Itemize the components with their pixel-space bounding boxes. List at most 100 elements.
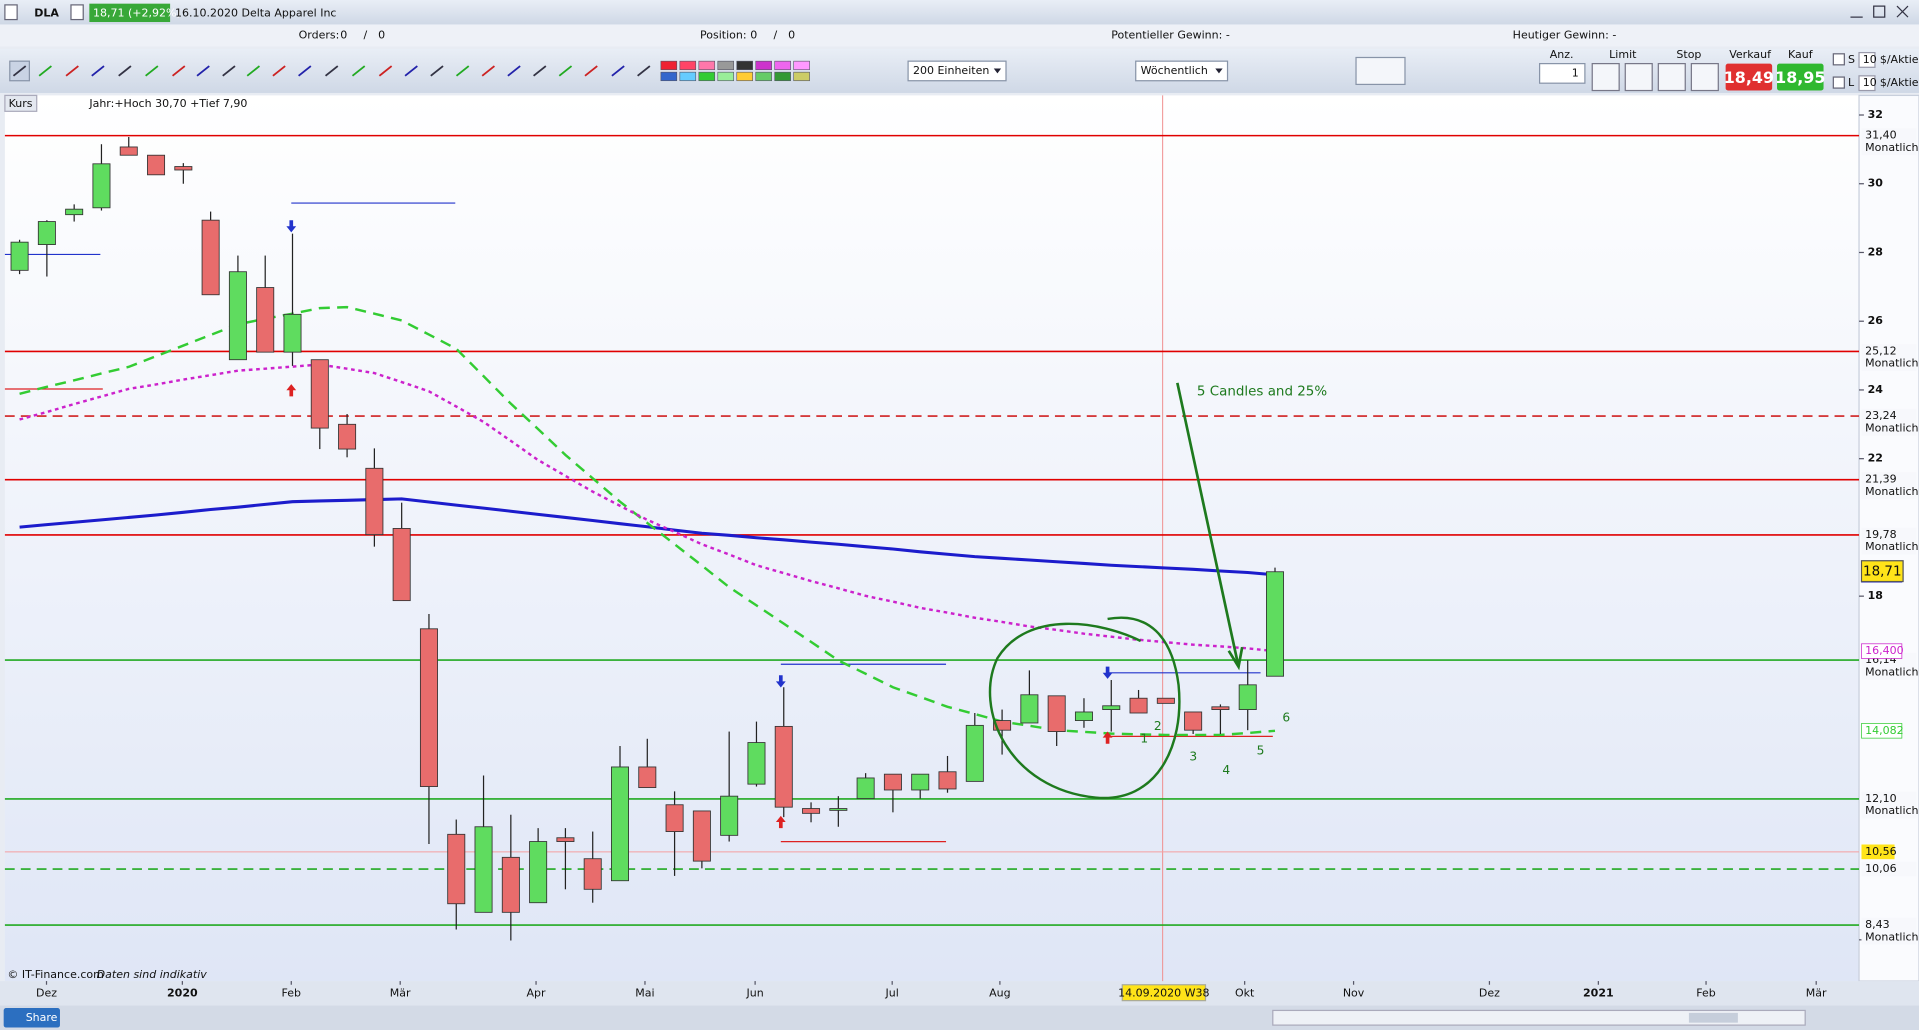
- y-tick-label: 28: [1868, 245, 1883, 258]
- color-swatch: [736, 71, 753, 82]
- candle-body: [392, 528, 411, 602]
- level-label: 23,24: [1865, 409, 1897, 422]
- tool-glyph: [38, 65, 52, 77]
- crosshair-y-label: 10,56: [1865, 845, 1897, 858]
- s-label: S: [1848, 53, 1855, 66]
- x-tick-label: 2020: [167, 986, 198, 999]
- x-axis-strip: [0, 981, 1919, 1006]
- candle-body: [310, 359, 329, 429]
- potential-gain: Potentieller Gewinn: -: [1111, 28, 1230, 41]
- status-bar: [0, 24, 1919, 47]
- candle-body: [1047, 695, 1066, 732]
- l-qty[interactable]: 10: [1863, 76, 1877, 89]
- chart-type-button[interactable]: [1355, 56, 1406, 86]
- qty-input[interactable]: [1538, 62, 1586, 84]
- checkbox[interactable]: [1832, 53, 1845, 66]
- tool-glyph: [324, 65, 339, 77]
- y-tick-label: 30: [1868, 177, 1884, 190]
- buy-button[interactable]: [1777, 63, 1824, 91]
- tool-glyph: [430, 65, 444, 77]
- level-label-box: [1861, 344, 1917, 372]
- buy-price[interactable]: 18,95: [1775, 68, 1825, 87]
- interval[interactable]: Wöchentlich: [1141, 64, 1208, 77]
- candle-body: [147, 154, 166, 176]
- x-tick-label: Feb: [282, 986, 301, 999]
- candle-body: [802, 808, 821, 814]
- checkbox[interactable]: [1832, 76, 1845, 89]
- candle-body: [474, 826, 493, 913]
- level-note: Monatlich: [1865, 485, 1918, 498]
- s-qty[interactable]: 10: [1863, 53, 1877, 66]
- color-swatch: [660, 71, 678, 82]
- level-note: Monatlich: [1865, 540, 1918, 553]
- position-value: 0: [788, 28, 795, 41]
- moving-average: [19, 497, 1276, 577]
- candle-body: [747, 742, 766, 785]
- candle-body: [829, 808, 848, 811]
- limit-label: Limit: [1609, 48, 1637, 61]
- scrollbar[interactable]: [1272, 1009, 1806, 1026]
- title-info: 16.10.2020 Delta Apparel Inc: [175, 6, 336, 19]
- sell-button[interactable]: [1725, 63, 1773, 91]
- level-note: Monatlich: [1865, 804, 1918, 817]
- candle-count: 5: [1257, 744, 1265, 758]
- buy-label: Kauf: [1788, 48, 1814, 61]
- candle-body: [774, 725, 793, 808]
- drawn-circle: [988, 616, 1181, 800]
- share[interactable]: Share: [26, 1011, 58, 1024]
- x-tick-label: Mai: [635, 986, 654, 999]
- interval-dropdown[interactable]: [1135, 60, 1229, 82]
- position-sep: /: [773, 28, 777, 41]
- ma-label-box: [1861, 723, 1903, 739]
- l-input[interactable]: [1858, 75, 1876, 92]
- tool-glyph: [378, 65, 393, 77]
- tool-glyph: [171, 65, 186, 77]
- candle-body: [911, 773, 930, 791]
- plot-area: [4, 95, 1860, 982]
- color-swatch: [698, 71, 716, 82]
- window-buttons[interactable]: [1850, 5, 1909, 18]
- candle-body: [92, 163, 111, 209]
- unit: $/Aktie: [1880, 53, 1919, 66]
- scroll-thumb[interactable]: [1688, 1012, 1738, 1023]
- candle-body: [447, 833, 466, 905]
- level-label: 25,12: [1865, 344, 1897, 357]
- color-swatch: [679, 71, 697, 82]
- order-buttons[interactable]: [1591, 62, 1719, 92]
- level-label-box: [1861, 917, 1917, 945]
- qty[interactable]: 1: [1572, 66, 1579, 79]
- position-value: 0: [750, 28, 757, 41]
- candle-body: [419, 628, 438, 787]
- tool-glyph: [272, 65, 286, 77]
- candle-body: [1266, 571, 1285, 677]
- candle-body: [583, 858, 602, 890]
- candle-count: 6: [1282, 711, 1290, 725]
- units[interactable]: 200 Einheiten: [913, 64, 989, 77]
- last-price: 18,71: [1863, 565, 1901, 580]
- s-input[interactable]: [1858, 51, 1876, 68]
- share-button[interactable]: [3, 1007, 60, 1028]
- candle-body: [856, 777, 875, 800]
- color-swatch: [774, 71, 791, 82]
- symbol[interactable]: DLA: [34, 6, 59, 19]
- tool-glyph: [91, 65, 105, 77]
- candle-body: [1211, 706, 1230, 710]
- crosshair-y-box: [1861, 844, 1895, 860]
- orders-value: 0: [340, 28, 347, 41]
- x-tick-label: Dez: [1479, 986, 1500, 999]
- color-swatch: [717, 71, 735, 82]
- color-swatch: [717, 60, 735, 71]
- info-icon[interactable]: [70, 4, 84, 21]
- candle-body: [665, 804, 684, 832]
- crosshair-x-label: 14.09.2020 W38: [1118, 986, 1209, 999]
- candle-count: 3: [1189, 750, 1197, 764]
- tool-glyph: [611, 65, 625, 77]
- disclaimer: Daten sind indikativ: [97, 968, 208, 981]
- candle-body: [692, 810, 711, 862]
- tool-glyph: [118, 65, 132, 77]
- candle-body: [501, 856, 520, 913]
- sell-price[interactable]: 18,49: [1724, 68, 1774, 87]
- x-tick-label: Feb: [1696, 986, 1715, 999]
- x-tick-label: Aug: [989, 986, 1010, 999]
- units-dropdown[interactable]: [907, 60, 1007, 82]
